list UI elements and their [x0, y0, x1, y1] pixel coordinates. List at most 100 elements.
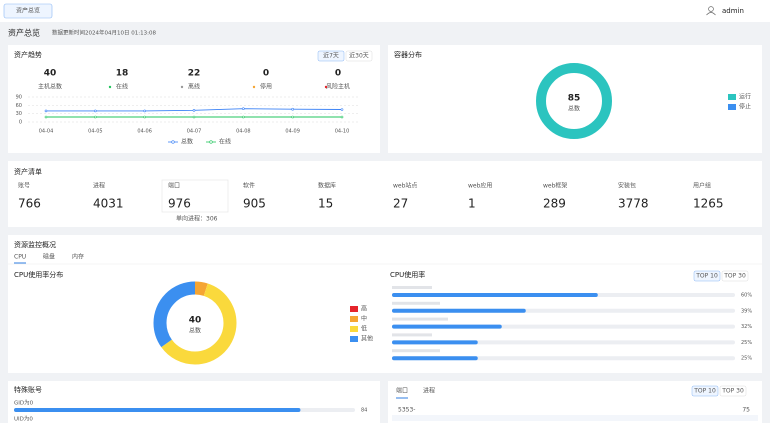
item-label[interactable]: 软件 — [243, 182, 255, 190]
legend-label: 中 — [361, 315, 367, 323]
item-value[interactable]: 766 — [18, 197, 41, 211]
range-button[interactable] — [719, 385, 747, 397]
item-value[interactable]: 976 — [168, 197, 191, 211]
x-tick-label: 04-08 — [236, 129, 251, 135]
bar-label: 25% — [741, 356, 752, 362]
range-label[interactable]: 近7天 — [323, 52, 339, 60]
item-value[interactable]: 289 — [543, 197, 566, 211]
range-label[interactable]: 近30天 — [349, 52, 369, 60]
bar-track — [392, 340, 735, 345]
row-label: UID为0 — [14, 415, 33, 423]
tab-label[interactable]: 磁盘 — [43, 253, 55, 261]
donut-total: 40 — [189, 316, 202, 326]
blurred-label — [392, 349, 440, 353]
bar-label: 39% — [741, 308, 752, 314]
item-box[interactable] — [161, 179, 229, 213]
item-value[interactable]: 15 — [318, 197, 333, 211]
legend-label: 其他 — [361, 335, 373, 343]
item-value[interactable]: 4031 — [93, 197, 124, 211]
item-label[interactable]: web应用 — [468, 182, 492, 190]
point — [242, 115, 245, 119]
x-tick-label: 04-05 — [88, 129, 103, 135]
legend-label: 高 — [361, 305, 367, 313]
point — [143, 109, 146, 113]
donut-label: 总数 — [189, 327, 201, 335]
status-dot — [180, 85, 184, 89]
stat-label: 离线 — [188, 83, 200, 91]
bar-label: 60% — [741, 293, 752, 299]
tab[interactable] — [3, 3, 53, 19]
legend-label: 在线 — [219, 138, 231, 146]
point — [192, 115, 196, 119]
donut-segment — [153, 281, 237, 365]
range-label[interactable]: TOP 30 — [721, 388, 744, 395]
legend-swatch — [728, 104, 736, 110]
item-label[interactable]: 进程 — [93, 182, 105, 190]
tab-label[interactable]: 资产总览 — [16, 7, 40, 15]
bar — [392, 293, 598, 297]
item-value[interactable]: 905 — [243, 197, 266, 211]
range-button[interactable] — [693, 270, 721, 282]
point — [143, 115, 146, 119]
point — [340, 108, 344, 111]
section-title: CPU使用率分布 — [14, 270, 63, 279]
bar — [14, 408, 301, 412]
point — [340, 115, 344, 119]
range-label[interactable]: TOP 10 — [695, 273, 718, 280]
item-label[interactable]: web站点 — [393, 182, 417, 190]
row-label: 5353- — [398, 407, 415, 414]
card-title: 资产清单 — [14, 167, 42, 176]
donut-segment — [536, 63, 612, 139]
item-label[interactable]: 安装包 — [618, 182, 636, 190]
item-note: 单向进程：306 — [176, 215, 218, 223]
legend-swatch — [350, 326, 358, 332]
item-value[interactable]: 1 — [468, 197, 476, 211]
item-value[interactable]: 3778 — [618, 197, 649, 211]
range-button[interactable] — [317, 50, 345, 62]
tab-label[interactable]: CPU — [14, 254, 26, 261]
legend-dot — [209, 140, 213, 144]
tab-label[interactable]: 进程 — [423, 387, 435, 395]
point — [94, 115, 97, 119]
range-button[interactable] — [721, 270, 749, 282]
range-label[interactable]: TOP 30 — [723, 273, 746, 280]
donut-label: 总数 — [568, 105, 580, 113]
legend-label: 低 — [361, 325, 367, 333]
user-name[interactable]: admin — [722, 7, 744, 15]
stat-label: 在线 — [116, 83, 128, 91]
user-icon — [706, 12, 716, 16]
card — [8, 161, 762, 227]
legend-swatch — [350, 336, 358, 342]
item-value[interactable]: 27 — [393, 197, 408, 211]
card-title: 容器分布 — [394, 50, 422, 59]
card-title: 特殊账号 — [14, 385, 42, 394]
range-button[interactable] — [345, 50, 373, 62]
point — [291, 115, 294, 119]
blurred-label — [392, 317, 448, 321]
item-label[interactable]: 用户组 — [693, 182, 711, 190]
x-tick-label: 04-06 — [137, 129, 152, 135]
range-button[interactable] — [691, 385, 719, 397]
legend-dot — [171, 140, 175, 144]
card-title: 资源监控概况 — [14, 240, 56, 249]
y-tick-label: 0 — [19, 120, 22, 126]
tab-label[interactable]: 端口 — [396, 387, 408, 395]
card — [8, 381, 380, 423]
bar — [392, 356, 478, 361]
card — [8, 235, 762, 373]
range-label[interactable]: TOP 10 — [693, 388, 716, 395]
page-title: 资产总览 — [8, 28, 40, 38]
item-label[interactable]: web框架 — [543, 182, 567, 190]
item-label[interactable]: 数据库 — [318, 182, 336, 190]
bar-label: 25% — [741, 340, 752, 346]
donut-segment — [153, 281, 237, 365]
legend-label: 停止 — [739, 103, 751, 111]
tab-label[interactable]: 内存 — [72, 253, 84, 261]
point — [242, 107, 245, 110]
bar-value: 84 — [361, 408, 367, 414]
stat-label: 停用 — [260, 83, 272, 91]
item-value[interactable]: 1265 — [693, 197, 724, 211]
item-label[interactable]: 端口 — [168, 182, 180, 190]
item-label[interactable]: 账号 — [18, 182, 30, 190]
